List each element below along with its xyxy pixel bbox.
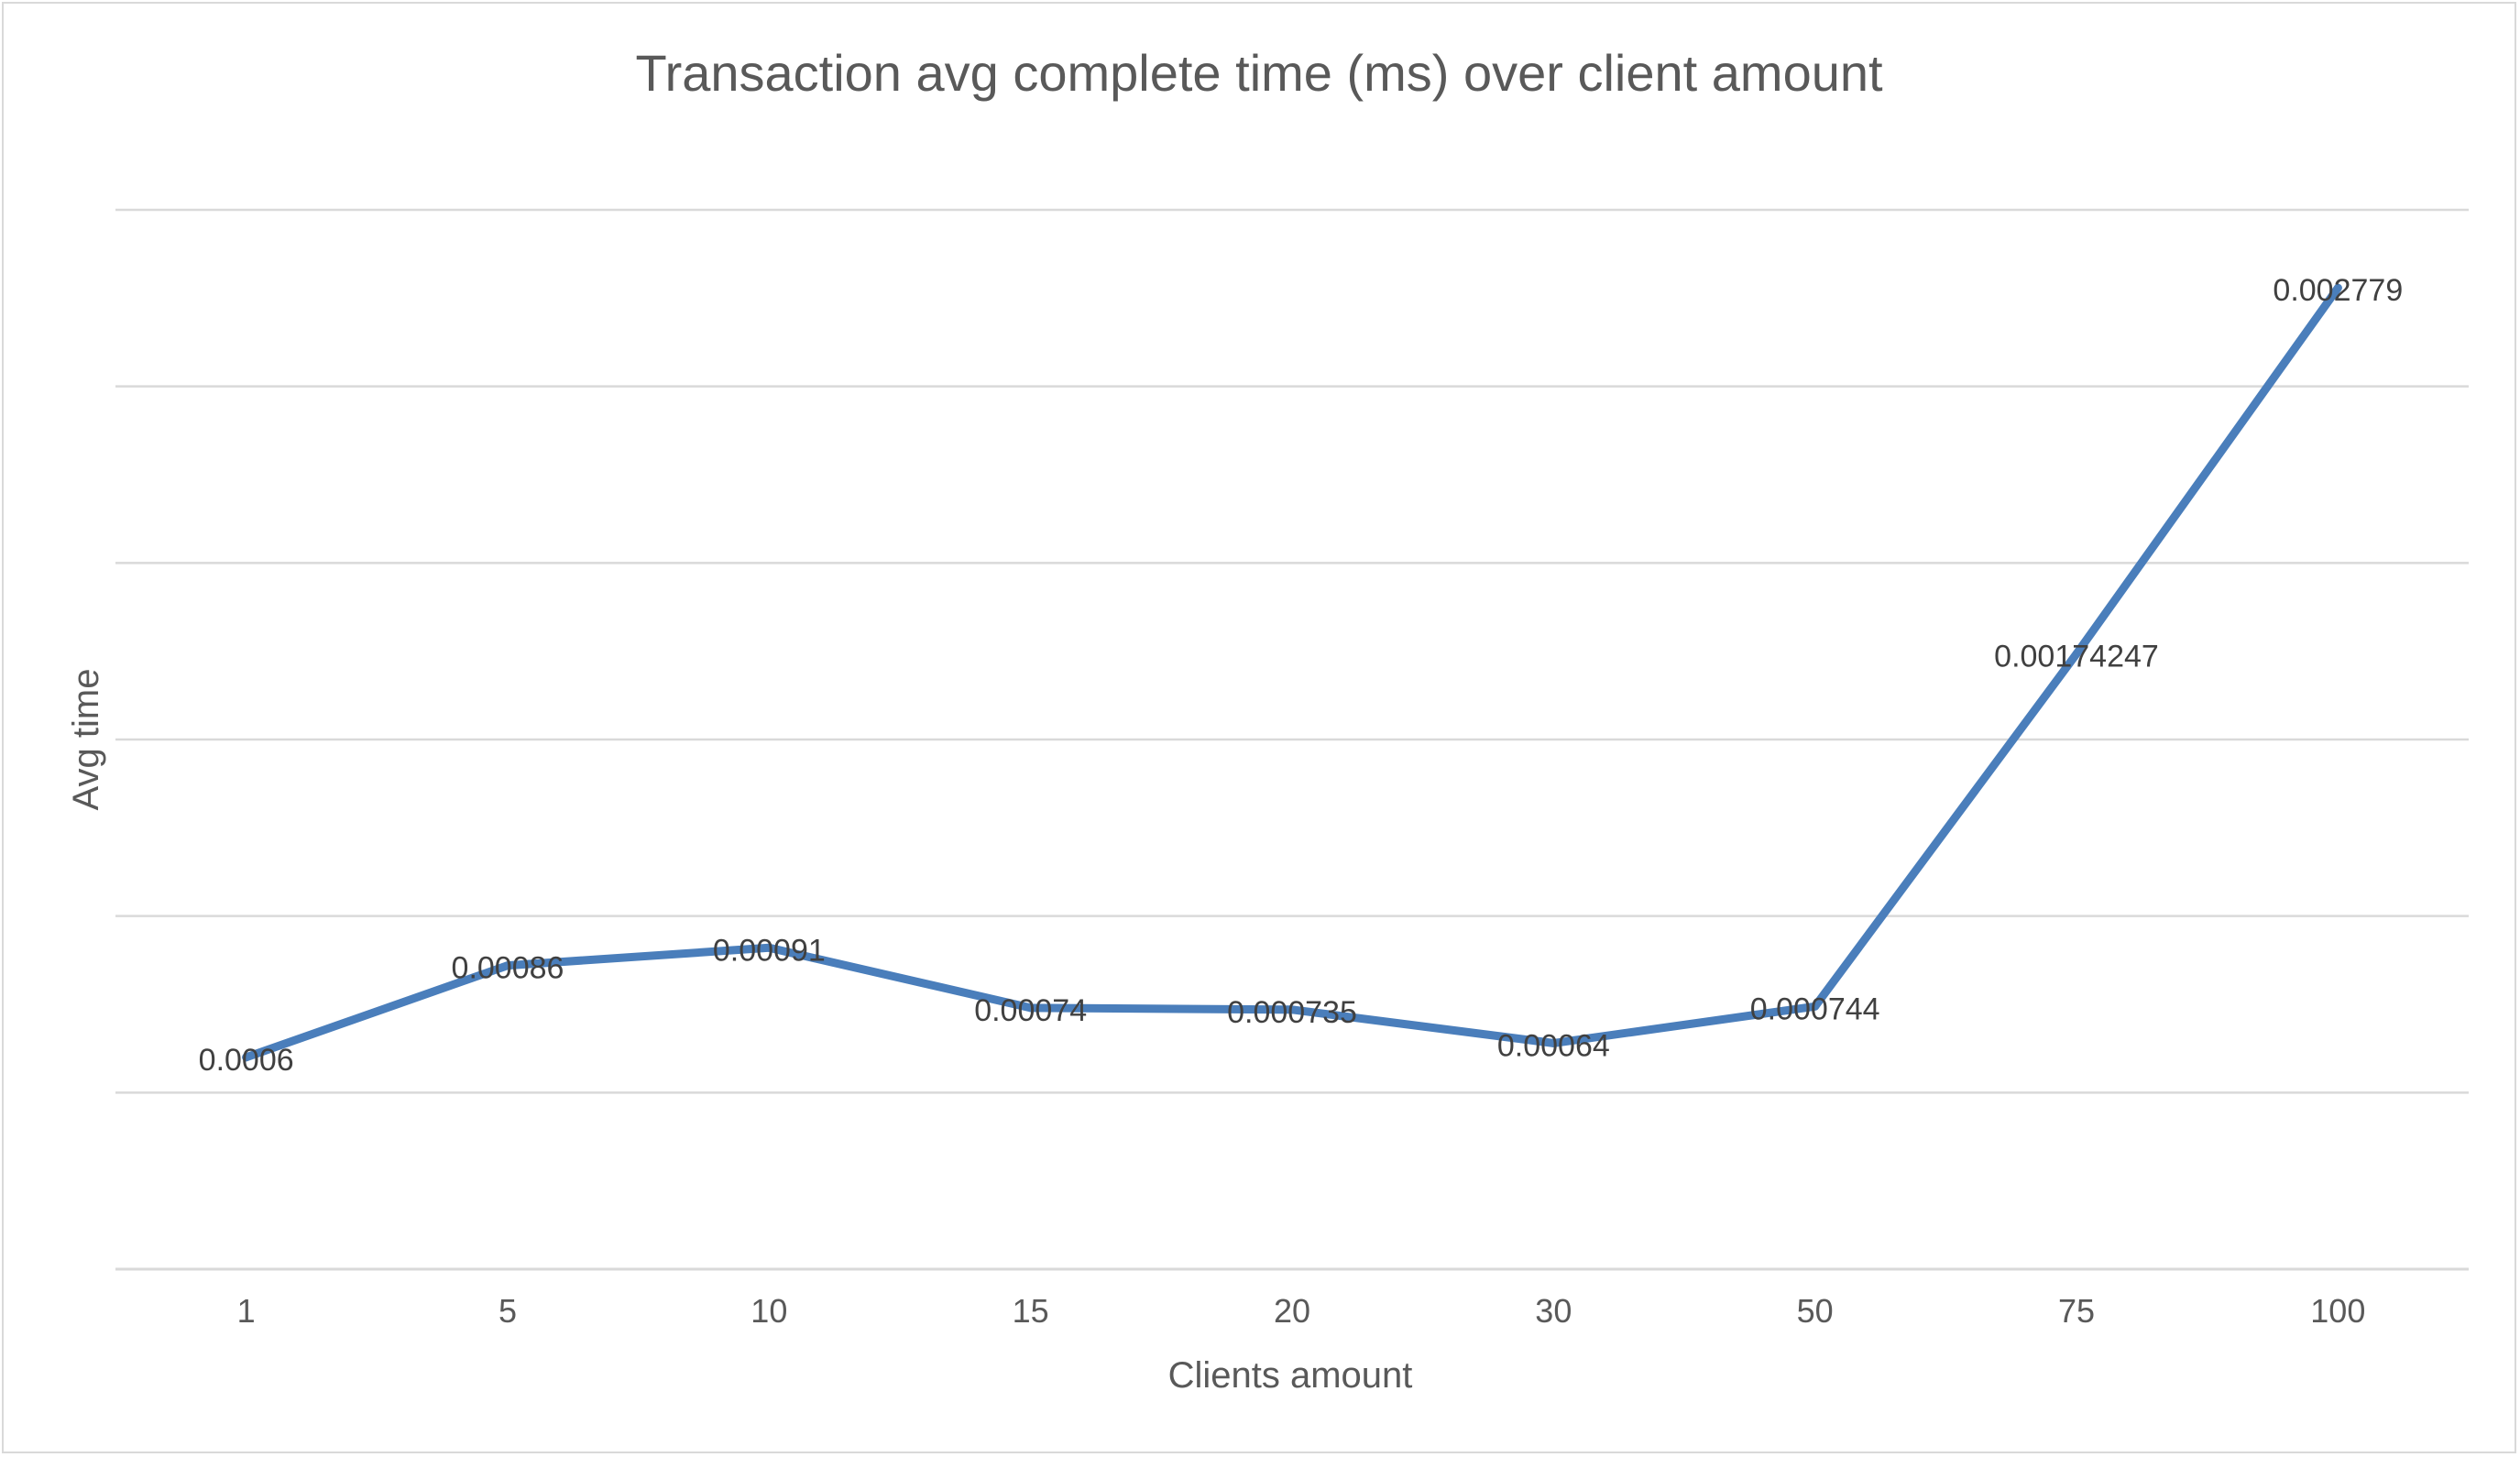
x-axis-title: Clients amount bbox=[1168, 1355, 1413, 1396]
series-line bbox=[242, 283, 2342, 1062]
data-label: 0.00091 bbox=[713, 933, 826, 968]
x-tick-label: 100 bbox=[2310, 1292, 2365, 1330]
y-axis-title: Avg time bbox=[66, 669, 106, 811]
chart-svg: Transaction avg complete time (ms) over … bbox=[66, 44, 2469, 1396]
data-point bbox=[1811, 1002, 1820, 1011]
data-point bbox=[1549, 1038, 1558, 1047]
data-label: 0.00086 bbox=[452, 951, 564, 986]
data-label: 0.0006 bbox=[199, 1043, 294, 1078]
x-tick-label: 75 bbox=[2058, 1292, 2095, 1330]
chart-title: Transaction avg complete time (ms) over … bbox=[635, 44, 1883, 102]
data-label: 0.00074 bbox=[974, 993, 1087, 1028]
data-point bbox=[503, 961, 512, 970]
data-label: 0.00064 bbox=[1497, 1028, 1610, 1063]
data-label: 0.002779 bbox=[2273, 273, 2403, 308]
x-axis-ticks: 1 5 10 15 20 30 50 75 100 bbox=[237, 1292, 2366, 1330]
data-point bbox=[764, 943, 773, 952]
x-tick-label: 20 bbox=[1274, 1292, 1310, 1330]
data-point bbox=[242, 1053, 251, 1062]
x-tick-label: 15 bbox=[1013, 1292, 1049, 1330]
data-label: 0.000735 bbox=[1227, 995, 1357, 1030]
x-tick-label: 5 bbox=[499, 1292, 517, 1330]
data-label: 0.000744 bbox=[1750, 991, 1880, 1026]
data-point bbox=[1026, 1003, 1035, 1013]
x-tick-label: 1 bbox=[237, 1292, 256, 1330]
x-tick-label: 10 bbox=[751, 1292, 787, 1330]
x-tick-label: 30 bbox=[1535, 1292, 1572, 1330]
data-point bbox=[2333, 283, 2342, 292]
x-tick-label: 50 bbox=[1797, 1292, 1834, 1330]
gridlines bbox=[115, 208, 2469, 1271]
data-point bbox=[2072, 650, 2081, 659]
data-label: 0.00174247 bbox=[1994, 640, 2159, 674]
data-point bbox=[1287, 1005, 1297, 1014]
data-labels: 0.0006 0.00086 0.00091 0.00074 0.000735 0.000… bbox=[199, 273, 2404, 1078]
